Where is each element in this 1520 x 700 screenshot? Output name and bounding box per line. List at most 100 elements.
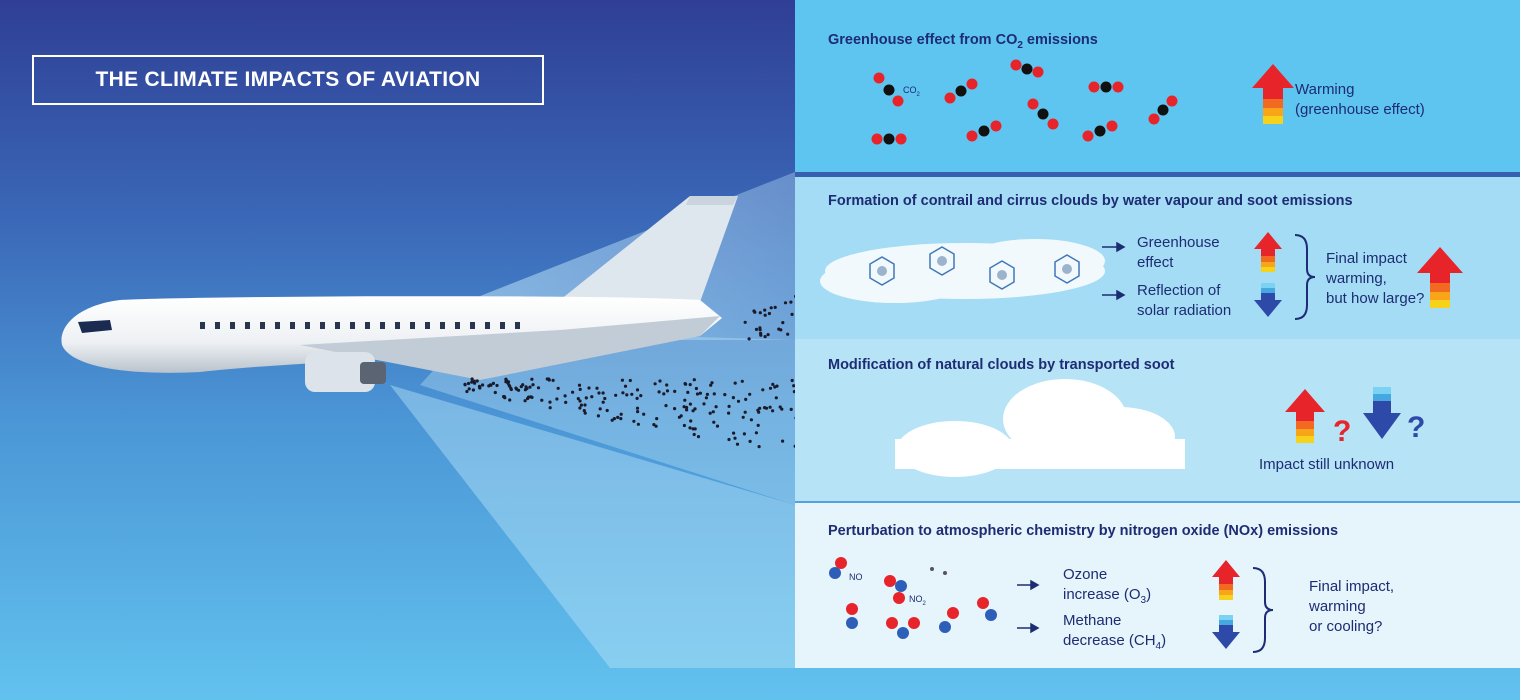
o3-molecule [930,567,947,575]
soot-particle [463,382,467,386]
soot-particle [747,337,751,341]
soot-particle [754,327,759,331]
soot-particle [727,411,731,415]
soot-particle [664,404,668,408]
airplane-windows [200,322,520,329]
soot-particle [792,384,796,388]
soot-particle [742,432,747,436]
soot-particle [577,383,582,387]
soot-particle [603,396,607,401]
soot-particle [744,397,748,401]
soot-particle [688,402,693,406]
brace-icon [1252,567,1274,653]
soot-particle [495,383,499,388]
soot-particle [685,408,689,412]
nox-final-impact: Final impact, warming or cooling? [1309,578,1395,635]
soot-particle [689,419,693,423]
soot-particle [578,399,582,403]
soot-particle [590,395,594,399]
soot-particle [693,427,697,431]
soot-particle [786,332,790,336]
soot-particle [636,422,641,426]
soot-particle [571,390,575,394]
soot-particle [731,396,736,400]
soot-particle [696,435,701,439]
soot-particle [757,410,761,414]
soot-particle [710,381,714,385]
soot-particle [752,309,756,313]
soot-particle [635,406,640,410]
soot-particle [488,383,493,387]
soot-particle [732,431,736,435]
soot-particle [620,378,625,382]
soot-particle [692,432,696,437]
soot-particle [771,409,775,413]
soot-particle [597,391,601,395]
soot-particle [673,389,677,393]
warming-label: Warming (greenhouse effect) [1295,81,1425,118]
soot-particle [723,393,727,397]
soot-particle [491,381,495,385]
co2-molecule [1088,81,1124,93]
no-label: NO [849,572,863,582]
soot-particle [790,312,794,316]
soot-particle [789,407,793,411]
co2-molecule [873,72,904,107]
warming-arrow-small-icon [1254,232,1282,272]
co2-molecule [966,120,1002,142]
soot-particle [748,439,752,443]
soot-particle [619,412,623,416]
soot-particle [771,382,775,386]
soot-particle [470,380,474,384]
beam-nox [390,385,795,668]
soot-particle [743,410,747,414]
airplane-tail-fin [560,196,738,302]
soot-particle [466,381,471,386]
soot-particle [774,396,778,400]
nox-molecule [977,597,997,621]
soot-particle [758,328,762,332]
soot-particle [682,405,686,409]
soot-particle [695,392,700,396]
soot-particle [578,387,582,391]
soot-particle [683,398,687,402]
soot-particle [657,390,661,394]
soot-particle [789,300,793,304]
soot-particle [639,394,643,398]
soot-particle [547,377,551,381]
soot-particle [709,383,713,387]
ozone-label: Ozone increase (O3) [1063,566,1152,606]
soot-particle [563,394,567,398]
panel-nox-chemistry: Perturbation to atmospheric chemistry by… [795,503,1520,668]
co2-molecule [871,133,907,145]
soot-particle [768,386,773,390]
soot-particle [749,418,754,422]
soot-particle [632,419,636,423]
soot-particle [623,384,628,388]
soot-particle [598,407,602,411]
airplane-fuselage [61,296,723,373]
no-molecule [829,557,847,579]
soot-particle [768,405,772,409]
soot-particle [625,393,629,397]
cooling-arrow-small-icon [1212,615,1240,649]
soot-particle [704,396,709,400]
soot-particle [698,391,703,395]
soot-particle [733,436,737,440]
arrow-right-icon [1017,579,1040,634]
soot-particle [711,410,715,414]
soot-particle [708,411,712,415]
soot-particle [693,407,697,411]
soot-particle [766,333,770,337]
beam-soot [420,330,795,505]
soot-particle [493,390,497,395]
soot-particle [702,402,706,406]
soot-particle [662,392,666,396]
panel-co2-title: Greenhouse effect from CO2 emissions [828,32,1098,51]
soot-particle [790,378,794,383]
soot-particle [694,386,699,391]
airplane [61,196,738,392]
soot-particle [665,383,669,387]
nox-molecule [846,603,858,629]
soot-particle [470,377,474,381]
